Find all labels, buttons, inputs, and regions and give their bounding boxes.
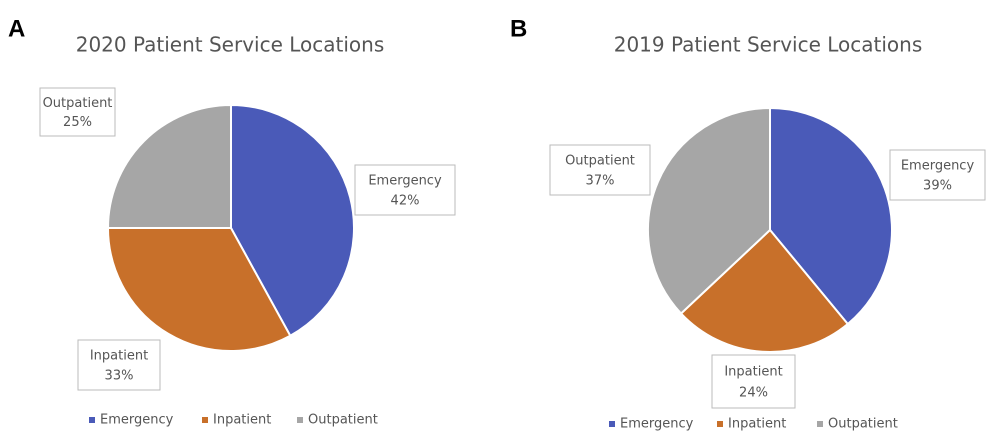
chart-title: 2020 Patient Service Locations (76, 33, 385, 57)
pie-slice (106, 227, 292, 352)
panel-label: B (510, 15, 527, 42)
data-label: 33% (105, 369, 134, 384)
pie-slice (769, 106, 893, 326)
label-category: Emergency (368, 174, 442, 189)
legend-label: Inpatient (213, 413, 271, 428)
data-label: 24% (739, 386, 768, 401)
label-category: Emergency (901, 159, 975, 174)
label-box (711, 354, 796, 409)
legend-swatch (817, 421, 823, 427)
data-label: 42% (391, 194, 420, 209)
label-category: Inpatient (90, 349, 148, 364)
legend-swatch (297, 417, 303, 423)
label-category: Inpatient (724, 364, 782, 379)
label-category: Outpatient (565, 154, 635, 169)
label-category: Outpatient (43, 96, 113, 111)
panel-label: A (8, 15, 25, 42)
pie-slice (106, 103, 232, 229)
pie-slice (230, 103, 355, 338)
legend-swatch (202, 417, 208, 423)
legend-label: Emergency (620, 417, 694, 432)
label-box (39, 87, 116, 137)
legend-label: Outpatient (828, 417, 898, 432)
label-box (549, 144, 651, 196)
legend-label: Emergency (100, 413, 174, 428)
data-label: 37% (586, 174, 615, 189)
data-label: 39% (923, 179, 952, 194)
data-label: 25% (63, 115, 92, 130)
legend-swatch (89, 417, 95, 423)
legend-label: Outpatient (308, 413, 378, 428)
legend-label: Inpatient (728, 417, 786, 432)
chart-title: 2019 Patient Service Locations (614, 33, 923, 57)
pie-slice (679, 228, 850, 353)
pie-slice (647, 106, 771, 315)
label-box (889, 149, 986, 201)
label-box (354, 164, 456, 216)
label-box (77, 339, 161, 391)
legend-swatch (717, 421, 723, 427)
legend-swatch (609, 421, 615, 427)
